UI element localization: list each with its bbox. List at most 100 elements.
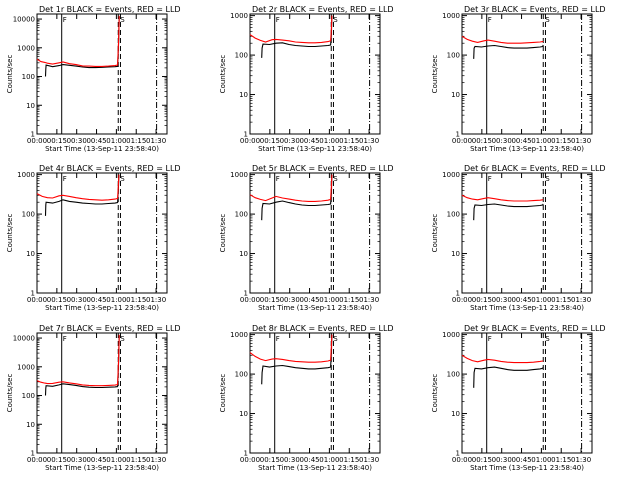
annotation-f: F xyxy=(276,16,280,24)
x-tick-label: 00:00 xyxy=(27,296,47,304)
y-tick-label: 1000 xyxy=(17,171,35,179)
y-axis-label: Counts/sec xyxy=(6,214,14,253)
x-axis-label: Start Time (13-Sep-11 23:58:40) xyxy=(258,464,372,472)
y-tick-label: 1 xyxy=(31,290,35,298)
x-tick-label: 00:00 xyxy=(452,456,472,464)
annotation-s: S xyxy=(333,335,338,343)
x-tick-label: 00:30 xyxy=(280,137,300,145)
x-tick-label: 00:15 xyxy=(472,456,492,464)
y-tick-label: 10 xyxy=(239,250,248,258)
y-tick-label: 100 xyxy=(22,73,35,81)
x-tick-label: 00:15 xyxy=(260,137,280,145)
annotation-f: F xyxy=(276,175,280,183)
y-tick-label: 10 xyxy=(26,102,35,110)
x-tick-label: 00:45 xyxy=(299,456,319,464)
x-tick-label: 00:45 xyxy=(511,456,531,464)
x-tick-label: 00:30 xyxy=(492,296,512,304)
chart-panel-2: Det 2r BLACK = Events, RED = LLD 1 10 100 10… xyxy=(219,5,394,153)
annotation-s: S xyxy=(120,175,125,183)
annotation-f: F xyxy=(488,16,492,24)
chart-title: Det 8r BLACK = Events, RED = LLD xyxy=(252,324,394,333)
x-tick-label: 00:30 xyxy=(492,137,512,145)
x-tick-label: 01:15 xyxy=(126,456,146,464)
x-tick-label: 00:00 xyxy=(240,456,260,464)
y-axis-label: Counts/sec xyxy=(431,214,439,253)
y-tick-label: 1000 xyxy=(442,331,460,339)
y-tick-label: 10000 xyxy=(13,16,35,24)
x-axis-label: Start Time (13-Sep-11 23:58:40) xyxy=(45,464,159,472)
y-tick-label: 1 xyxy=(456,131,460,139)
series-line-lld xyxy=(36,15,120,67)
y-tick-label: 10 xyxy=(239,410,248,418)
y-tick-label: 100 xyxy=(447,52,460,60)
y-tick-label: 1 xyxy=(31,131,35,139)
chart-title: Det 1r BLACK = Events, RED = LLD xyxy=(39,5,181,14)
plot-frame xyxy=(461,13,593,135)
annotation-f: F xyxy=(488,335,492,343)
annotation-s: S xyxy=(545,16,550,24)
x-tick-label: 01:30 xyxy=(571,456,591,464)
series-line-events xyxy=(261,334,333,385)
series-line-lld xyxy=(249,174,333,202)
plot-frame xyxy=(36,332,168,454)
x-tick-label: 00:30 xyxy=(280,296,300,304)
y-tick-label: 100 xyxy=(22,211,35,219)
plot-frame xyxy=(461,332,593,454)
y-tick-label: 100 xyxy=(447,371,460,379)
x-tick-label: 01:30 xyxy=(146,137,166,145)
series-line-events xyxy=(473,203,544,221)
x-tick-label: 00:00 xyxy=(452,137,472,145)
annotation-s: S xyxy=(545,335,550,343)
y-tick-label: 10000 xyxy=(13,335,35,343)
y-tick-label: 1000 xyxy=(17,363,35,371)
x-tick-label: 01:15 xyxy=(551,456,571,464)
chart-title: Det 4r BLACK = Events, RED = LLD xyxy=(39,164,181,173)
x-axis-label: Start Time (13-Sep-11 23:58:40) xyxy=(470,464,584,472)
series-line-lld xyxy=(36,334,120,387)
x-tick-label: 01:00 xyxy=(531,456,551,464)
series-line-events xyxy=(473,44,544,59)
x-tick-label: 00:15 xyxy=(472,137,492,145)
annotation-f: F xyxy=(63,16,67,24)
x-tick-label: 00:15 xyxy=(260,296,280,304)
y-tick-label: 10 xyxy=(451,410,460,418)
chart-title: Det 3r BLACK = Events, RED = LLD xyxy=(464,5,606,14)
y-tick-label: 10 xyxy=(451,91,460,99)
x-axis-label: Start Time (13-Sep-11 23:58:40) xyxy=(470,304,584,312)
x-tick-label: 01:00 xyxy=(319,296,339,304)
x-axis-label: Start Time (13-Sep-11 23:58:40) xyxy=(45,304,159,312)
x-tick-label: 01:00 xyxy=(531,296,551,304)
chart-title: Det 7r BLACK = Events, RED = LLD xyxy=(39,324,181,333)
chart-panel-8: Det 8r BLACK = Events, RED = LLD 1 10 100 10… xyxy=(219,324,394,472)
series-line-lld xyxy=(36,174,120,201)
chart-title: Det 2r BLACK = Events, RED = LLD xyxy=(252,5,394,14)
x-tick-label: 01:30 xyxy=(571,296,591,304)
y-tick-label: 10 xyxy=(26,250,35,258)
x-tick-label: 00:15 xyxy=(472,296,492,304)
x-tick-label: 00:45 xyxy=(86,456,106,464)
series-line-events xyxy=(44,174,120,216)
x-tick-label: 00:45 xyxy=(299,296,319,304)
x-tick-label: 00:45 xyxy=(511,137,531,145)
chart-panel-3: Det 3r BLACK = Events, RED = LLD 1 10 100 10… xyxy=(431,5,606,153)
x-axis-label: Start Time (13-Sep-11 23:58:40) xyxy=(258,304,372,312)
y-tick-label: 100 xyxy=(235,211,248,219)
y-tick-label: 1000 xyxy=(230,171,248,179)
y-tick-label: 1 xyxy=(456,450,460,458)
y-tick-label: 1 xyxy=(244,290,248,298)
annotation-f: F xyxy=(276,335,280,343)
y-tick-label: 1 xyxy=(244,450,248,458)
series-line-lld xyxy=(461,35,544,44)
x-tick-label: 00:30 xyxy=(492,456,512,464)
x-tick-label: 01:00 xyxy=(106,296,126,304)
x-tick-label: 00:00 xyxy=(240,137,260,145)
y-tick-label: 100 xyxy=(235,371,248,379)
y-tick-label: 1 xyxy=(31,450,35,458)
y-tick-label: 1000 xyxy=(230,331,248,339)
y-tick-label: 10 xyxy=(26,421,35,429)
y-tick-label: 1 xyxy=(456,290,460,298)
x-tick-label: 01:15 xyxy=(126,137,146,145)
y-tick-label: 1000 xyxy=(442,12,460,20)
x-tick-label: 00:45 xyxy=(86,137,106,145)
